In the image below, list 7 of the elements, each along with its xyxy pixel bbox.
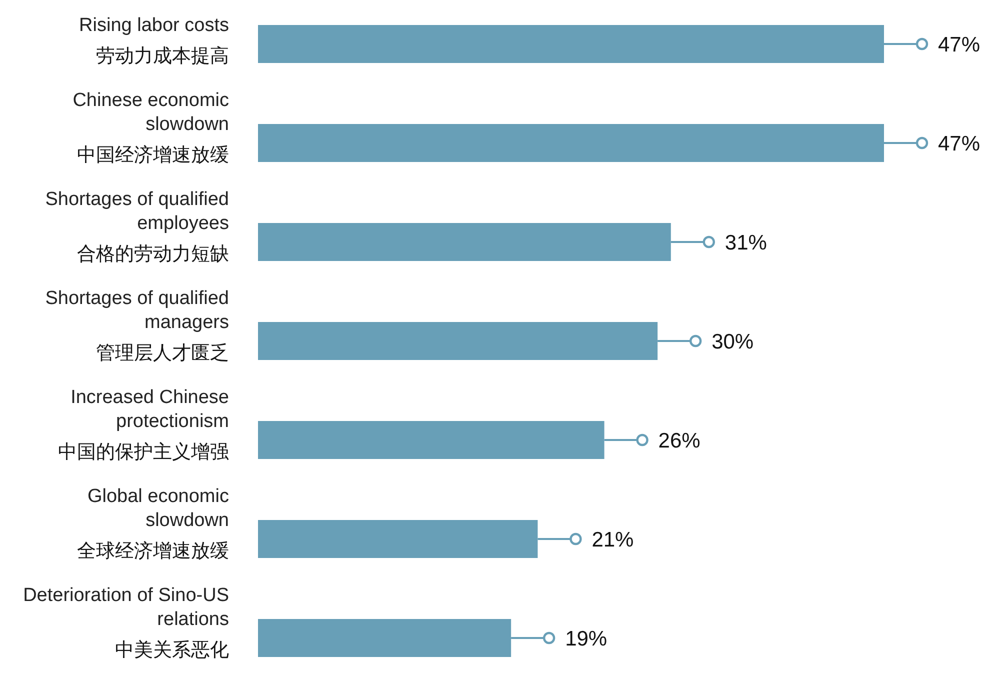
data-label: 30% <box>712 330 754 354</box>
data-label: 31% <box>724 232 767 254</box>
data-label: 47% <box>938 132 980 156</box>
data-label: 21% <box>592 528 634 552</box>
data-label: 19% <box>565 628 608 650</box>
data-label: 47% <box>938 34 980 56</box>
data-label: 26% <box>658 430 700 452</box>
